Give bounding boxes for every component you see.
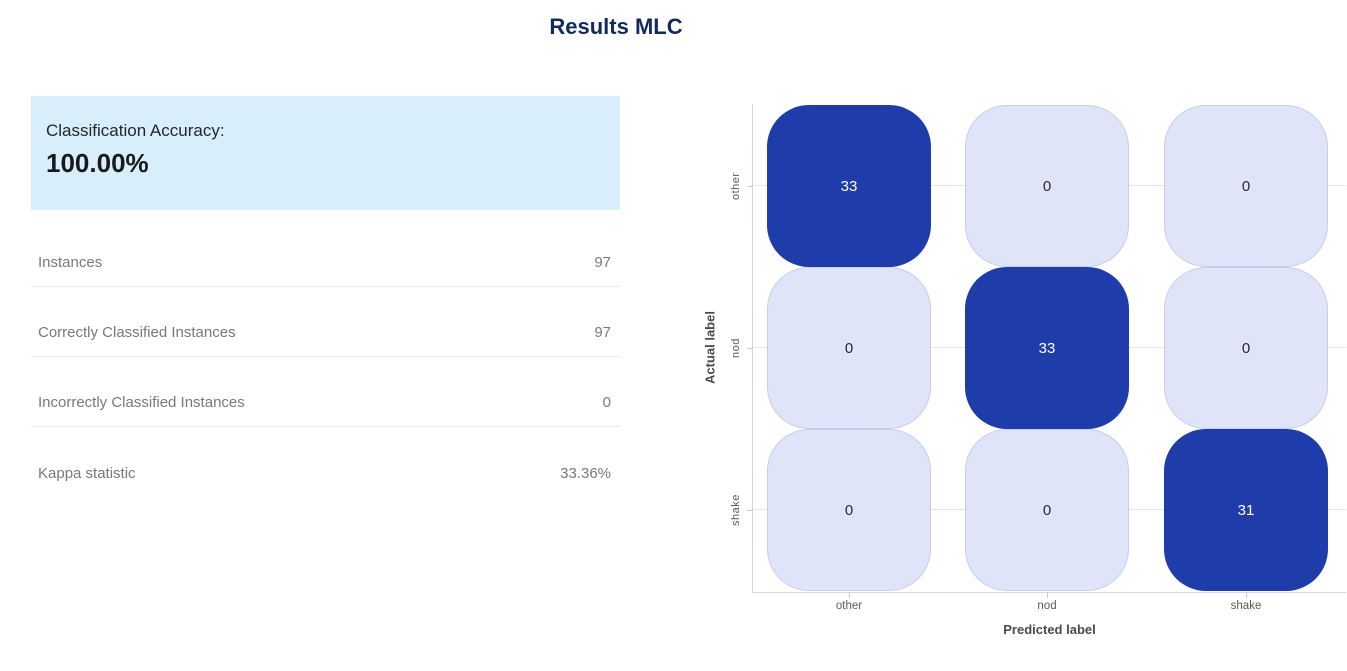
- stat-value: 97: [594, 254, 611, 271]
- heatmap-cell-nod-nod[interactable]: 33: [965, 267, 1129, 429]
- classification-accuracy-card: Classification Accuracy: 100.00%: [31, 96, 620, 210]
- y-tick-label-shake: shake: [730, 494, 742, 526]
- stat-label: Correctly Classified Instances: [38, 324, 236, 341]
- x-tick-label-nod: nod: [1037, 600, 1057, 612]
- page-title: Results MLC: [549, 14, 683, 39]
- stat-label: Kappa statistic: [38, 464, 136, 482]
- confusion-matrix-plot: 33 0 0 0 33 0 0 0 31 other nod shake Act…: [703, 104, 1346, 637]
- x-axis-title: Predicted label: [1003, 622, 1096, 637]
- heatmap-cell-nod-shake[interactable]: 0: [1164, 267, 1328, 429]
- heatmap-cell-shake-nod[interactable]: 0: [965, 429, 1129, 591]
- heatmap-cell-shake-shake[interactable]: 31: [1164, 429, 1328, 591]
- stat-value: 97: [594, 324, 611, 341]
- y-tick: [747, 186, 753, 187]
- y-tick: [747, 348, 753, 349]
- stat-value: 33.36%: [560, 464, 611, 482]
- accuracy-label: Classification Accuracy:: [46, 121, 225, 140]
- x-tick: [1047, 592, 1048, 598]
- x-tick: [1246, 592, 1247, 598]
- stat-label: Incorrectly Classified Instances: [38, 394, 245, 411]
- stats-list: Instances 97 Correctly Classified Instan…: [31, 217, 620, 497]
- x-tick-label-shake: shake: [1230, 600, 1262, 612]
- heatmap-cell-other-shake[interactable]: 0: [1164, 105, 1328, 267]
- y-tick-label-nod: nod: [730, 338, 742, 358]
- stat-row-incorrectly-classified: Incorrectly Classified Instances 0: [31, 357, 620, 427]
- y-tick-label-other: other: [730, 172, 742, 200]
- y-tick: [747, 510, 753, 511]
- heatmap-cell-shake-other[interactable]: 0: [767, 429, 931, 591]
- heatmap-cell-other-other[interactable]: 33: [767, 105, 931, 267]
- y-axis-title: Actual label: [702, 311, 718, 385]
- stat-value: 0: [602, 394, 611, 411]
- stat-row-kappa-statistic: Kappa statistic 33.36%: [31, 427, 620, 497]
- results-panel: Classification Accuracy: 100.00% Instanc…: [31, 96, 620, 497]
- heatmap-cell-nod-other[interactable]: 0: [767, 267, 931, 429]
- x-tick: [849, 592, 850, 598]
- stat-label: Instances: [38, 254, 103, 271]
- heatmap-cell-other-nod[interactable]: 0: [965, 105, 1129, 267]
- x-tick-label-other: other: [835, 600, 863, 612]
- stat-row-instances: Instances 97: [31, 217, 620, 287]
- stat-row-correctly-classified: Correctly Classified Instances 97: [31, 287, 620, 357]
- accuracy-value: 100.00%: [46, 148, 149, 178]
